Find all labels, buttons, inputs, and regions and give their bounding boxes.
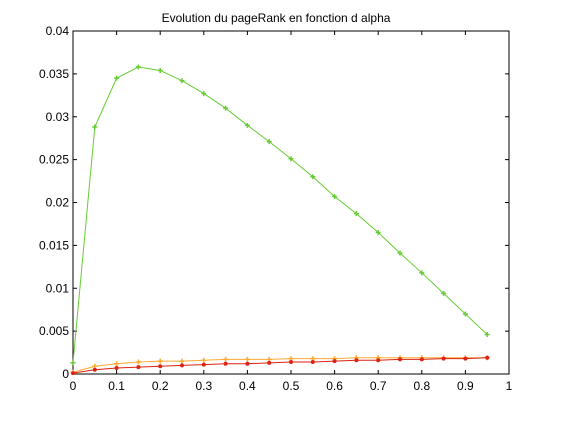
data-point bbox=[92, 124, 98, 130]
data-point bbox=[223, 105, 229, 111]
data-point bbox=[419, 270, 425, 276]
data-point bbox=[223, 361, 228, 366]
y-tick-label: 0.04 bbox=[46, 24, 70, 38]
data-point bbox=[288, 156, 294, 162]
x-tick-label: 0.2 bbox=[152, 379, 169, 393]
data-point bbox=[135, 359, 141, 365]
data-point bbox=[114, 361, 120, 367]
data-point bbox=[223, 356, 229, 362]
data-point bbox=[310, 174, 316, 180]
data-point bbox=[419, 357, 424, 362]
data-point bbox=[462, 311, 468, 317]
data-point bbox=[70, 360, 76, 366]
y-tick-label: 0.02 bbox=[46, 196, 70, 210]
data-point bbox=[266, 139, 272, 145]
y-tick-label: 0.03 bbox=[46, 110, 70, 124]
x-tick-label: 1 bbox=[506, 379, 513, 393]
series-group bbox=[70, 64, 490, 376]
data-point bbox=[267, 360, 272, 365]
data-point bbox=[244, 122, 250, 128]
chart-title: Evolution du pageRank en fonction d alph… bbox=[162, 11, 391, 25]
data-point bbox=[485, 355, 490, 360]
data-point bbox=[201, 362, 206, 367]
data-point bbox=[158, 364, 163, 369]
y-tick-label: 0.005 bbox=[39, 324, 69, 338]
data-point bbox=[398, 357, 402, 362]
data-point bbox=[332, 359, 337, 364]
x-tick-label: 0 bbox=[70, 379, 77, 393]
data-point bbox=[92, 367, 97, 372]
data-point bbox=[201, 91, 207, 97]
data-point bbox=[180, 363, 184, 368]
series-line bbox=[72, 66, 488, 363]
data-point bbox=[376, 358, 381, 363]
data-point bbox=[157, 67, 163, 73]
series-1 bbox=[70, 64, 490, 366]
data-point bbox=[114, 365, 119, 370]
data-point bbox=[201, 357, 207, 363]
x-tick-label: 0.9 bbox=[457, 379, 474, 393]
plot-area-frame bbox=[72, 30, 510, 375]
data-point bbox=[332, 193, 338, 199]
data-point bbox=[136, 365, 141, 370]
y-tick-label: 0.015 bbox=[39, 238, 69, 252]
data-point bbox=[244, 356, 250, 362]
data-point bbox=[354, 358, 359, 363]
y-tick-label: 0.025 bbox=[39, 153, 69, 167]
series-line bbox=[72, 357, 488, 373]
x-tick-label: 0.6 bbox=[326, 379, 343, 393]
data-point bbox=[375, 230, 381, 236]
axis-ticks: 0 0.1 0.2 0.3 0.4 0.5 0.6 0.7 0.8 0.9 1 0 0.005 0.01 0… bbox=[39, 24, 513, 393]
data-point bbox=[484, 332, 490, 338]
data-point bbox=[353, 211, 359, 217]
series-2 bbox=[70, 355, 490, 375]
x-tick-label: 0.3 bbox=[195, 379, 212, 393]
data-point bbox=[397, 250, 403, 256]
data-point bbox=[114, 75, 120, 81]
y-tick-label: 0.035 bbox=[39, 67, 69, 81]
data-point bbox=[441, 290, 447, 296]
y-tick-label: 0.01 bbox=[46, 281, 70, 295]
series-3 bbox=[71, 355, 490, 376]
series-line bbox=[72, 357, 488, 374]
x-tick-label: 0.8 bbox=[413, 379, 430, 393]
data-point bbox=[463, 356, 468, 361]
x-tick-label: 0.7 bbox=[370, 379, 387, 393]
data-point bbox=[441, 356, 446, 361]
data-point bbox=[71, 371, 75, 376]
data-point bbox=[310, 359, 315, 364]
data-point bbox=[289, 359, 293, 364]
x-tick-label: 0.4 bbox=[239, 379, 256, 393]
data-point bbox=[179, 358, 185, 364]
data-point bbox=[135, 64, 141, 70]
data-point bbox=[245, 361, 250, 366]
x-tick-label: 0.5 bbox=[283, 379, 300, 393]
y-tick-label: 0 bbox=[62, 367, 69, 381]
x-tick-label: 0.1 bbox=[108, 379, 125, 393]
data-point bbox=[179, 78, 185, 84]
data-point bbox=[157, 358, 163, 364]
